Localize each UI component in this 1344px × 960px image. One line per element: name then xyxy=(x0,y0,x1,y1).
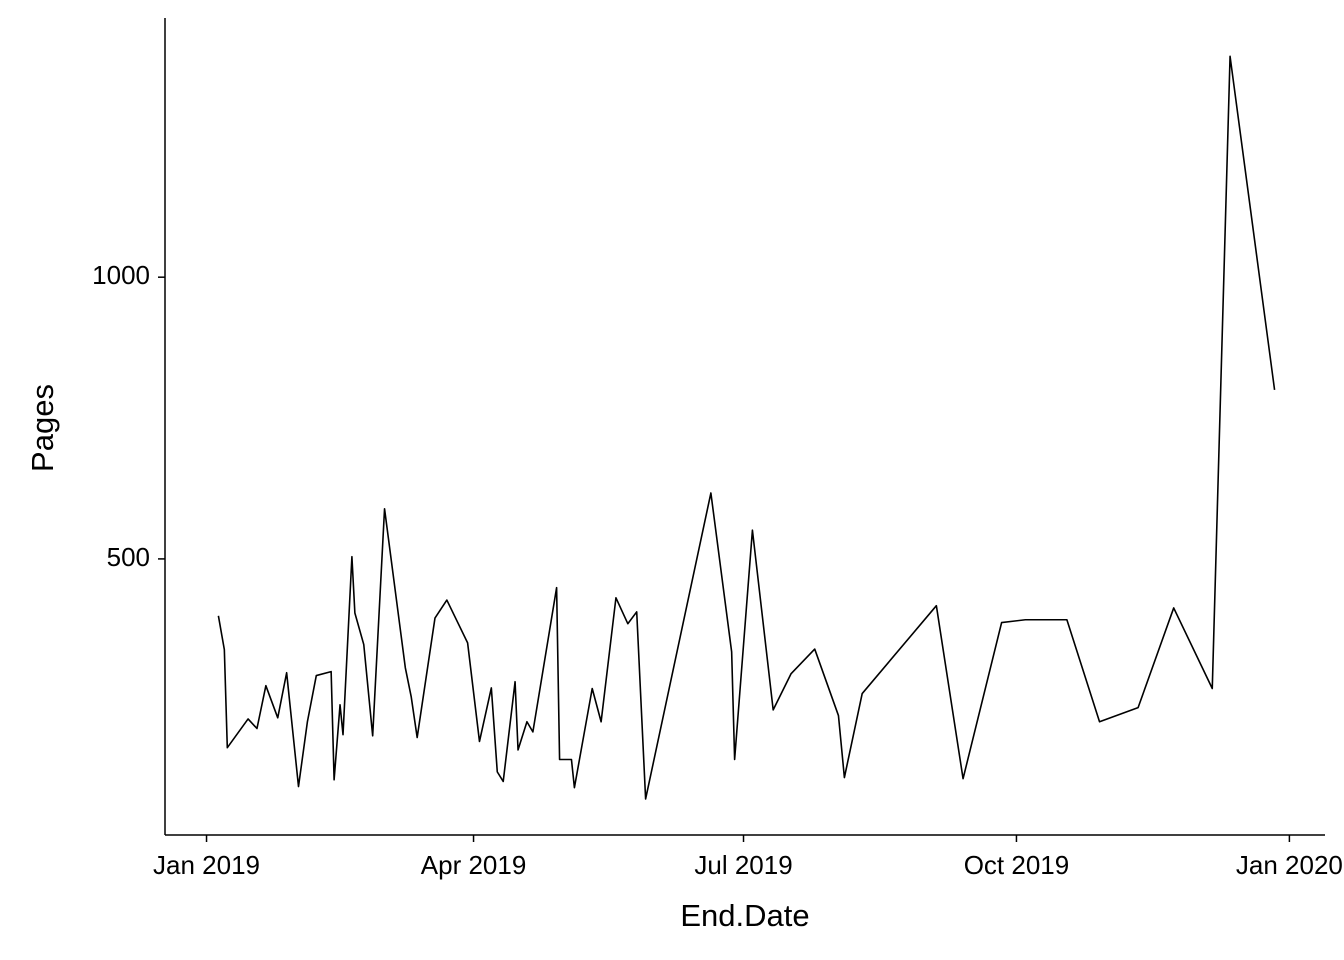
x-tick-label: Apr 2019 xyxy=(421,850,527,880)
y-tick-label: 1000 xyxy=(92,260,150,290)
data-line xyxy=(217,55,1276,800)
x-tick-label: Jan 2020 xyxy=(1236,850,1343,880)
x-tick-label: Jan 2019 xyxy=(153,850,260,880)
x-tick-label: Jul 2019 xyxy=(694,850,792,880)
x-tick-label: Oct 2019 xyxy=(964,850,1070,880)
x-axis-title: End.Date xyxy=(680,898,809,933)
y-tick-label: 500 xyxy=(107,542,150,572)
y-axis-title: Pages xyxy=(25,384,60,472)
